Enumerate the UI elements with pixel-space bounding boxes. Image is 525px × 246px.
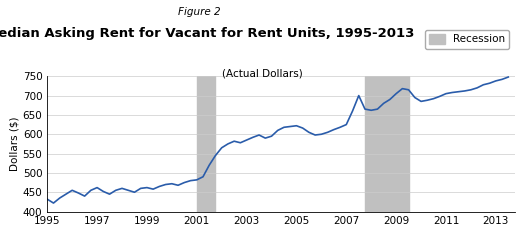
Bar [365, 76, 408, 212]
Text: Median Asking Rent for Vacant for Rent Units, 1995-2013: Median Asking Rent for Vacant for Rent U… [0, 27, 414, 40]
Text: Figure 2: Figure 2 [178, 7, 221, 17]
Bar [197, 76, 215, 212]
Text: (Actual Dollars): (Actual Dollars) [222, 69, 303, 79]
Y-axis label: Dollars ($): Dollars ($) [10, 117, 20, 171]
Legend: Recession: Recession [425, 30, 509, 49]
